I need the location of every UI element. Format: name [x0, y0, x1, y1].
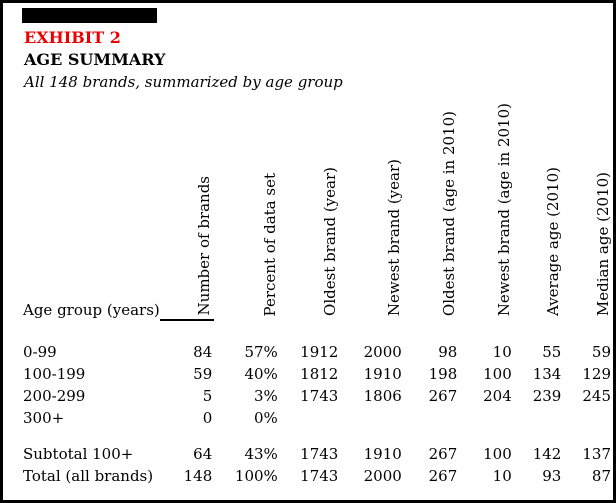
cell: 40%: [244, 365, 278, 384]
cell: [340, 407, 403, 429]
column-header-newest-brand-year: Newest brand (year): [340, 103, 403, 320]
cell: 10: [492, 343, 512, 362]
cell: 5: [202, 387, 213, 406]
cell: 64: [193, 445, 213, 464]
cell: 129: [582, 365, 611, 384]
exhibit-subtitle: All 148 brands, summarized by age group: [24, 73, 343, 91]
cell: 245: [582, 387, 611, 406]
row-label: Subtotal 100+: [23, 445, 134, 464]
cell: 43%: [244, 445, 278, 464]
column-header-newest-brand-age: Newest brand (age in 2010): [459, 103, 513, 320]
column-header-number-of-brands: Number of brands: [159, 103, 215, 322]
cell: 100%: [234, 467, 278, 486]
header-row: Age group (years) Number of brands Perce…: [23, 103, 613, 322]
column-header-label: Median age (2010): [594, 172, 612, 317]
cell: [459, 407, 513, 429]
cell: [563, 407, 613, 429]
cell: 137: [582, 445, 611, 464]
cell: 267: [428, 467, 458, 486]
cell: [404, 407, 459, 429]
row-label: 200-299: [23, 387, 86, 406]
table-row: 0-99 84 57% 1912 2000 98 10 55 59: [23, 341, 613, 363]
cell: 148: [183, 467, 213, 486]
cell: 59: [193, 365, 213, 384]
column-header-label: Percent of data set: [260, 172, 279, 317]
cell: 1812: [300, 365, 339, 384]
column-header-oldest-brand-year: Oldest brand (year): [280, 103, 341, 320]
redaction-bar: [22, 8, 157, 23]
cell: [280, 407, 341, 429]
column-header-label: Oldest brand (year): [321, 167, 340, 317]
cell: 55: [542, 343, 562, 362]
row-label: 0-99: [23, 343, 57, 362]
exhibit-heading: EXHIBIT 2 AGE SUMMARY All 148 brands, su…: [24, 26, 343, 94]
cell: 198: [428, 365, 458, 384]
cell: 98: [438, 343, 458, 362]
cell: 57%: [244, 343, 278, 362]
column-header-median-age: Median age (2010): [563, 103, 613, 320]
cell: 239: [532, 387, 562, 406]
cell: 0%: [254, 409, 278, 428]
cell: 1743: [300, 467, 339, 486]
column-header-percent-of-data-set: Percent of data set: [214, 103, 280, 320]
column-header-label: Number of brands: [195, 175, 214, 316]
row-label: Total (all brands): [23, 467, 154, 486]
cell: 204: [483, 387, 512, 406]
cell: 1743: [300, 445, 339, 464]
cell: 93: [542, 467, 562, 486]
cell: 0: [202, 409, 213, 428]
age-summary-table: Age group (years) Number of brands Perce…: [23, 103, 613, 487]
cell: 100: [483, 365, 512, 384]
cell: 10: [492, 467, 512, 486]
cell: 2000: [363, 467, 402, 486]
total-row: Total (all brands) 148 100% 1743 2000 26…: [23, 465, 613, 487]
cell: [514, 407, 564, 429]
cell: 3%: [254, 387, 278, 406]
cell: 1910: [363, 365, 402, 384]
cell: 84: [193, 343, 213, 362]
column-header-label: Oldest brand (age in 2010): [440, 111, 459, 317]
column-header-average-age: Average age (2010): [514, 103, 564, 320]
cell: 142: [532, 445, 562, 464]
cell: 2000: [363, 343, 402, 362]
cell: 100: [483, 445, 512, 464]
row-label: 300+: [23, 409, 65, 428]
cell: 1912: [300, 343, 339, 362]
cell: 267: [428, 387, 458, 406]
table-row: 300+ 0 0%: [23, 407, 613, 429]
column-header-oldest-brand-age: Oldest brand (age in 2010): [404, 103, 459, 320]
cell: 87: [591, 467, 611, 486]
column-header-label: Newest brand (age in 2010): [494, 103, 513, 317]
exhibit-title: AGE SUMMARY: [24, 50, 166, 69]
row-group-header: Age group (years): [23, 301, 160, 320]
subtotal-row: Subtotal 100+ 64 43% 1743 1910 267 100 1…: [23, 443, 613, 465]
cell: 267: [428, 445, 458, 464]
exhibit-label: EXHIBIT 2: [24, 28, 121, 47]
column-header-label: Average age (2010): [544, 167, 563, 317]
cell: 59: [591, 343, 611, 362]
cell: 1910: [363, 445, 402, 464]
table-row: 200-299 5 3% 1743 1806 267 204 239 245: [23, 385, 613, 407]
cell: 1806: [363, 387, 402, 406]
row-label: 100-199: [23, 365, 86, 384]
cell: 134: [532, 365, 562, 384]
table-row: 100-199 59 40% 1812 1910 198 100 134 129: [23, 363, 613, 385]
spacer-row: [23, 429, 613, 443]
cell: 1743: [300, 387, 339, 406]
column-header-label: Newest brand (year): [384, 159, 403, 317]
spacer-row: [23, 320, 613, 341]
